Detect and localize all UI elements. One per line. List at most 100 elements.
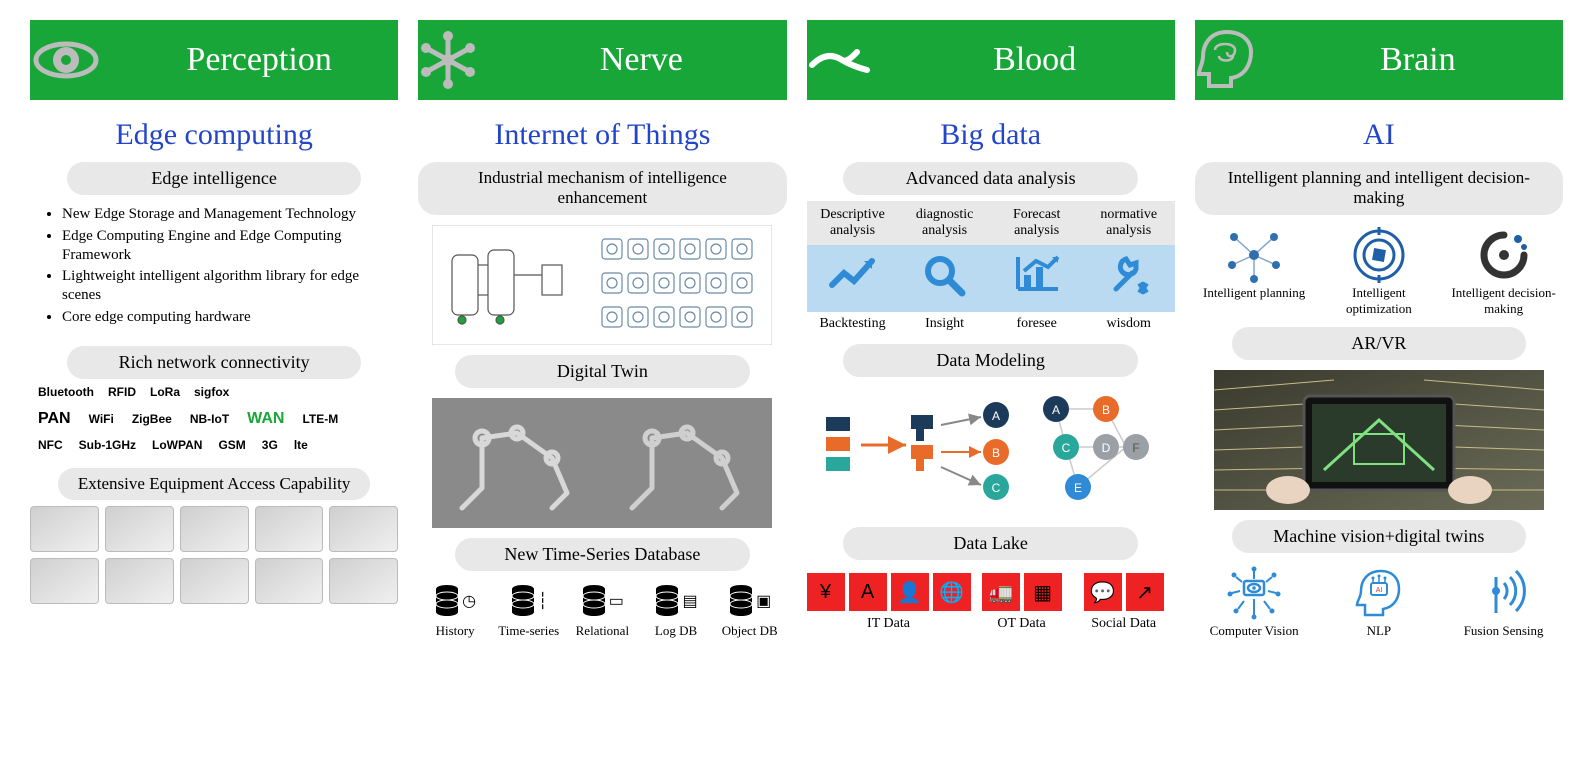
analysis-bottom-label: Backtesting	[807, 312, 899, 334]
tri-label: Intelligent planning	[1195, 285, 1314, 301]
header-perception: Perception	[30, 20, 398, 100]
section-pill: Digital Twin	[455, 355, 750, 388]
bullet-item: Core edge computing hardware	[62, 308, 388, 327]
header-label: Brain	[1273, 41, 1563, 79]
net-tag: LoWPAN	[152, 438, 202, 452]
equipment-item	[180, 558, 249, 604]
analysis-top-label: Forecast analysis	[991, 201, 1083, 245]
tri-grid: Computer Vision AI NLP Fusion Sensing	[1195, 563, 1563, 639]
net-tag: WiFi	[89, 412, 114, 426]
svg-text:A: A	[1052, 403, 1060, 417]
equipment-item	[105, 506, 174, 552]
equipment-item	[105, 558, 174, 604]
section-pill: Edge intelligence	[67, 162, 362, 195]
section-pill: New Time-Series Database	[455, 538, 750, 571]
datalake-icon: 💬	[1084, 573, 1122, 611]
analysis-grid: Descriptive analysisdiagnostic analysisF…	[807, 201, 1175, 334]
svg-text:E: E	[1074, 481, 1082, 495]
tri-grid: Intelligent planning Intelligent optimiza…	[1195, 225, 1563, 317]
svg-text:C: C	[991, 481, 1000, 495]
datalake-icons: ¥A👤🌐	[807, 568, 971, 616]
tri-label: NLP	[1320, 623, 1439, 639]
analysis-bottom-label: foresee	[991, 312, 1083, 334]
analysis-icon	[899, 245, 991, 312]
db-icon: ┆	[492, 579, 566, 623]
header-nerve: Nerve	[418, 20, 786, 100]
bullet-item: New Edge Storage and Management Technolo…	[62, 205, 388, 224]
db-label: Object DB	[713, 623, 787, 639]
equipment-item	[329, 558, 398, 604]
section-pill: Industrial mechanism of intelligence enh…	[418, 162, 786, 215]
tri-cell: AI NLP	[1320, 563, 1439, 639]
db-grid: ◷┆▭▤▣HistoryTime-seriesRelationalLog DBO…	[418, 579, 786, 639]
datalake-grid: ¥A👤🌐🚛▦💬↗IT DataOT DataSocial Data	[807, 568, 1175, 632]
svg-text:A: A	[992, 409, 1000, 423]
datalake-label: Social Data	[1073, 616, 1175, 632]
datalake-icon: ¥	[807, 573, 845, 611]
bullet-item: Lightweight intelligent algorithm librar…	[62, 267, 388, 305]
equipment-item	[30, 558, 99, 604]
analysis-top-label: diagnostic analysis	[899, 201, 991, 245]
section-pill: Intelligent planning and intelligent dec…	[1195, 162, 1563, 215]
analysis-top-label: normative analysis	[1083, 201, 1175, 245]
tri-icon	[1195, 225, 1314, 285]
datalake-label: IT Data	[807, 616, 971, 632]
analysis-bottom-label: Insight	[899, 312, 991, 334]
net-tag: RFID	[108, 385, 136, 399]
tri-icon	[1320, 225, 1439, 285]
net-tag: LoRa	[150, 385, 180, 399]
illustration-datamodel: A B C A B C D F E	[807, 387, 1175, 517]
tri-cell: Computer Vision	[1195, 563, 1314, 639]
datalake-icon: 🚛	[982, 573, 1020, 611]
section-pill: Rich network connectivity	[67, 346, 362, 379]
network-tags: BluetoothRFIDLoRasigfoxPANWiFiZigBeeNB-I…	[30, 379, 398, 458]
datalake-icon: ↗	[1126, 573, 1164, 611]
tri-icon	[1444, 563, 1563, 623]
net-tag: sigfox	[194, 385, 229, 399]
datalake-icon: 👤	[891, 573, 929, 611]
net-tag: NFC	[38, 438, 63, 452]
equipment-item	[255, 558, 324, 604]
svg-text:F: F	[1132, 441, 1139, 455]
tri-icon	[1195, 563, 1314, 623]
datalake-icon: 🌐	[933, 573, 971, 611]
tri-icon: AI	[1320, 563, 1439, 623]
tri-label: Computer Vision	[1195, 623, 1314, 639]
section-pill: Extensive Equipment Access Capability	[58, 468, 370, 500]
svg-text:C: C	[1061, 441, 1070, 455]
tri-label: Intelligent optimization	[1320, 285, 1439, 317]
subtitle: Big data	[940, 118, 1041, 152]
svg-text:B: B	[992, 446, 1000, 460]
illustration-arvr	[1195, 370, 1563, 510]
header-blood: Blood	[807, 20, 1175, 100]
db-icon: ▤	[639, 579, 713, 623]
db-label: Relational	[566, 623, 640, 639]
bullet-item: Edge Computing Engine and Edge Computing…	[62, 227, 388, 265]
tri-cell: Intelligent planning	[1195, 225, 1314, 317]
analysis-bottom-label: wisdom	[1083, 312, 1175, 334]
header-label: Blood	[895, 41, 1175, 79]
net-tag: NB-IoT	[190, 412, 229, 426]
net-tag: Sub-1GHz	[79, 438, 136, 452]
svg-text:AI: AI	[1376, 587, 1383, 594]
db-icon: ▭	[566, 579, 640, 623]
section-pill: AR/VR	[1232, 327, 1527, 360]
db-label: Log DB	[639, 623, 713, 639]
column-nerve: NerveInternet of ThingsIndustrial mechan…	[418, 20, 786, 639]
analysis-top-label: Descriptive analysis	[807, 201, 899, 245]
section-pill: Data Modeling	[843, 344, 1138, 377]
subtitle: Edge computing	[115, 118, 312, 152]
tri-cell: Fusion Sensing	[1444, 563, 1563, 639]
analysis-icon	[991, 245, 1083, 312]
tri-cell: Intelligent decision-making	[1444, 225, 1563, 317]
illustration-digitaltwin	[418, 398, 786, 528]
net-tag: ZigBee	[132, 412, 172, 426]
net-tag: GSM	[218, 438, 245, 452]
section-pill: Machine vision+digital twins	[1232, 520, 1527, 553]
net-tag: 3G	[262, 438, 278, 452]
bullet-list: New Edge Storage and Management Technolo…	[62, 205, 388, 330]
analysis-icon	[1083, 245, 1175, 312]
analysis-icon	[807, 245, 899, 312]
section-pill: Data Lake	[843, 527, 1138, 560]
subtitle: AI	[1363, 118, 1395, 152]
